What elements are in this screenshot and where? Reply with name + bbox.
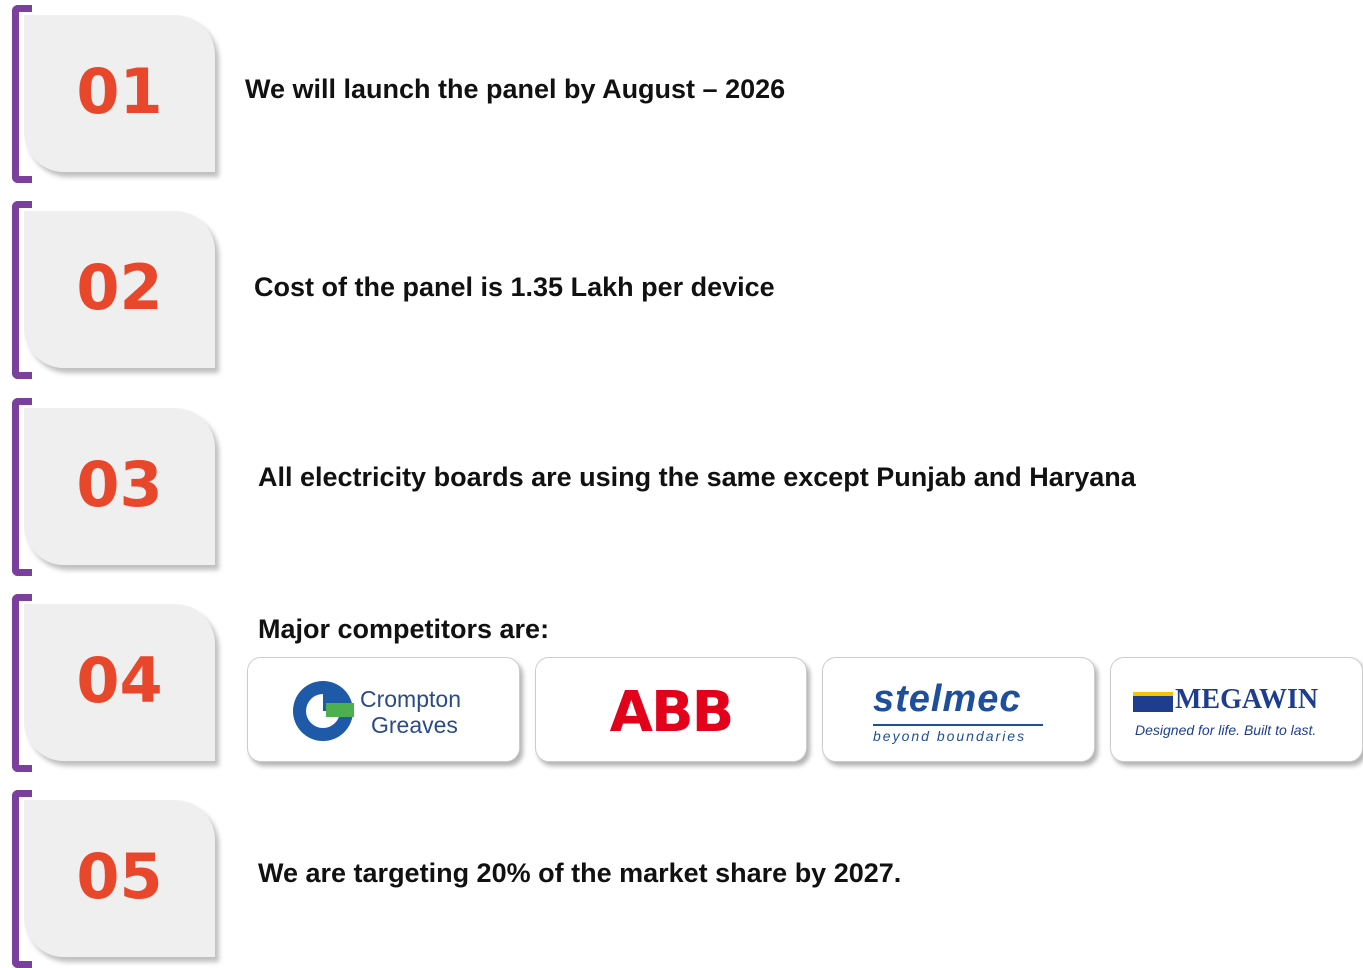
- logo-icon: [1133, 692, 1173, 712]
- number-box: [24, 408, 215, 565]
- item-number: 05: [76, 840, 163, 913]
- item-text: We will launch the panel by August – 202…: [245, 74, 786, 104]
- number-box: [24, 211, 215, 368]
- number-box: [24, 604, 215, 761]
- logo-line: [873, 724, 1043, 726]
- logo-card: stelmec beyond boundaries: [822, 657, 1095, 762]
- item-text: Major competitors are:: [258, 614, 550, 644]
- item-number: 04: [76, 644, 163, 717]
- logo-card: Crompton Greaves: [247, 657, 520, 762]
- bracket: [12, 5, 32, 183]
- number-box: [24, 15, 215, 172]
- item-number: 02: [76, 251, 163, 324]
- item-text: All electricity boards are using the sam…: [258, 462, 1136, 492]
- number-box: [24, 800, 215, 957]
- logo-card: MEGAWIN Designed for life. Built to last.: [1110, 657, 1363, 762]
- item-number: 01: [76, 55, 163, 128]
- logo-text: MEGAWIN: [1175, 684, 1319, 715]
- logo-text: ABB: [609, 680, 735, 745]
- logo-text: Greaves: [371, 712, 458, 738]
- item-text: Cost of the panel is 1.35 Lakh per devic…: [254, 272, 775, 302]
- bracket: [12, 398, 32, 576]
- logo-text: Designed for life. Built to last.: [1135, 722, 1317, 738]
- logo-text: beyond boundaries: [873, 728, 1027, 744]
- crompton-icon: [293, 681, 354, 741]
- logo-text: Crompton: [360, 686, 461, 712]
- bracket: [12, 201, 32, 379]
- logo-text: stelmec: [873, 678, 1022, 720]
- logo-card: ABB: [535, 657, 807, 762]
- item-number: 03: [76, 448, 163, 521]
- item-text: We are targeting 20% of the market share…: [258, 858, 902, 888]
- bracket: [12, 594, 32, 772]
